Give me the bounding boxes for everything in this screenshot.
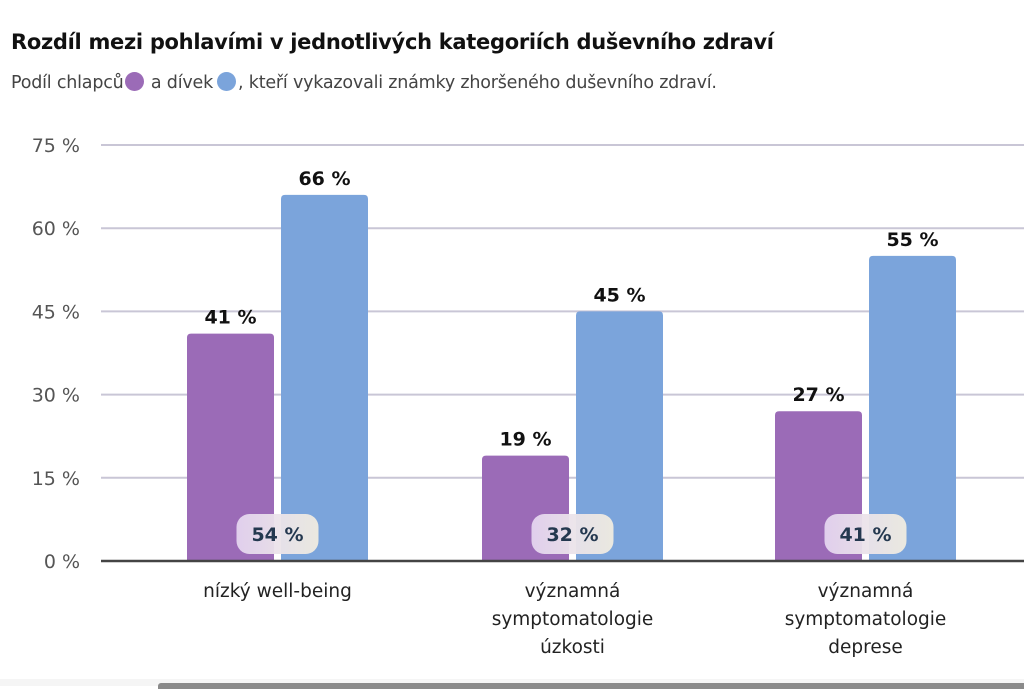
data-label: 66 %	[298, 168, 350, 190]
data-label: 19 %	[499, 429, 551, 451]
bar-boys	[187, 333, 274, 561]
difference-badge-label: 32 %	[546, 524, 598, 546]
chart-subtitle: Podíl chlapců a dívek , kteří vykazovali …	[11, 72, 717, 93]
y-tick-label: 75 %	[32, 135, 80, 157]
x-tick-label-line: úzkosti	[540, 637, 605, 658]
x-tick-label-line: nízký well-being	[203, 581, 352, 602]
difference-badge	[824, 514, 907, 554]
chart-title: Rozdíl mezi pohlavími v jednotlivých kat…	[11, 30, 774, 54]
bar-girls	[869, 255, 956, 561]
bar-girls	[281, 194, 368, 562]
x-tick-label-line: symptomatologie	[492, 609, 654, 630]
y-tick-label: 45 %	[32, 301, 80, 323]
data-label: 27 %	[792, 384, 844, 406]
x-tick-label: významná symptomatologie úzkosti	[492, 581, 654, 658]
x-tick-label: významná symptomatologie deprese	[785, 581, 947, 658]
x-tick-label-line: symptomatologie	[785, 609, 947, 630]
difference-badge	[236, 514, 319, 554]
y-tick-label: 15 %	[32, 468, 80, 490]
x-tick-label-line: významná	[525, 581, 621, 602]
y-tick-label: 60 %	[32, 218, 80, 240]
x-axis-ticks: nízký well-being významná symptomatologie ú…	[203, 581, 946, 658]
y-tick-label: 0 %	[44, 551, 80, 573]
legend-girls-dot-icon	[217, 72, 237, 91]
difference-badge-label: 54 %	[251, 524, 303, 546]
data-label: 45 %	[593, 284, 645, 306]
bars	[187, 194, 956, 562]
data-label: 55 %	[886, 229, 938, 251]
data-labels: 41 % 66 % 19 % 45 % 27 % 55 %	[204, 168, 938, 451]
difference-badge-label: 41 %	[839, 524, 891, 546]
horizontal-scrollbar[interactable]	[158, 683, 1024, 689]
bar-girls	[576, 311, 663, 561]
y-axis-ticks: 0 % 15 % 30 % 45 % 60 % 75 %	[32, 135, 80, 573]
data-label: 41 %	[204, 307, 256, 329]
y-tick-label: 30 %	[32, 385, 80, 407]
difference-badge	[531, 514, 614, 554]
x-tick-label-line: deprese	[828, 637, 902, 658]
x-tick-label-line: významná	[818, 581, 914, 602]
bottom-strip	[0, 679, 1024, 686]
x-tick-label: nízký well-being	[203, 581, 352, 602]
difference-badges: 54 % 32 % 41 %	[236, 514, 907, 554]
subtitle-text-2: a dívek	[145, 73, 214, 93]
subtitle-text-1: Podíl chlapců	[11, 73, 124, 93]
legend-boys-dot-icon	[124, 72, 144, 91]
subtitle-text-3: , kteří vykazovali známky zhoršeného duš…	[238, 73, 717, 93]
